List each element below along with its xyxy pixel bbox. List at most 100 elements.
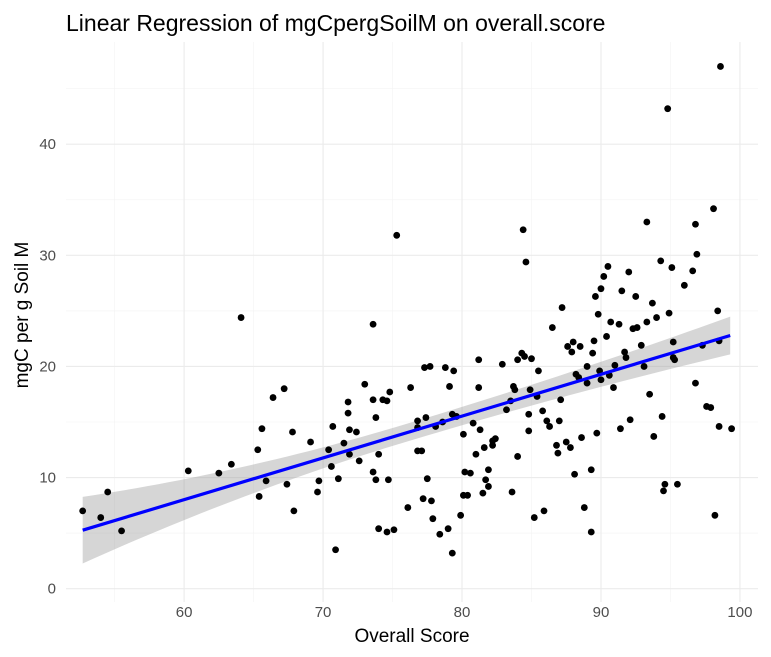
data-point	[422, 414, 430, 421]
data-point	[603, 333, 610, 340]
data-point	[567, 444, 574, 451]
data-point	[674, 480, 681, 488]
data-point	[514, 356, 522, 364]
data-point	[562, 438, 570, 446]
data-point	[482, 476, 490, 484]
data-point	[653, 314, 660, 321]
data-point	[583, 379, 591, 387]
data-point	[587, 528, 595, 536]
data-point	[594, 310, 602, 318]
x-axis-title: Overall Score	[354, 626, 469, 647]
data-point	[646, 390, 654, 398]
confidence-band-group	[82, 316, 731, 564]
data-point	[464, 491, 471, 499]
data-point	[530, 514, 538, 521]
data-point	[325, 446, 333, 454]
data-point	[554, 449, 562, 457]
data-point	[355, 457, 363, 465]
data-point	[289, 428, 296, 436]
data-point	[671, 356, 679, 364]
data-point	[593, 429, 601, 437]
data-point	[485, 483, 492, 490]
data-point	[511, 386, 519, 394]
x-tick-label: 70	[315, 604, 332, 621]
data-point	[692, 220, 699, 228]
data-point	[269, 394, 277, 401]
data-point	[578, 434, 585, 441]
data-point	[480, 444, 488, 451]
data-point	[618, 287, 626, 295]
data-point	[254, 446, 262, 454]
data-point	[448, 549, 456, 557]
data-point	[255, 493, 263, 500]
data-point	[457, 511, 465, 519]
data-point	[369, 320, 377, 328]
x-axis-tick-labels: 60 70 80 90 100	[176, 604, 753, 621]
data-point	[680, 281, 688, 289]
data-point	[648, 299, 656, 307]
data-point	[383, 397, 391, 405]
data-point	[522, 258, 530, 266]
data-point	[569, 338, 577, 346]
data-point	[558, 304, 566, 311]
data-point	[237, 314, 245, 321]
gridlines	[66, 42, 758, 602]
data-point	[372, 476, 380, 484]
data-point	[475, 356, 483, 364]
data-point	[450, 367, 458, 375]
data-point	[540, 507, 548, 515]
data-point	[555, 417, 563, 425]
data-point	[475, 384, 483, 391]
data-point	[118, 527, 125, 535]
data-point	[604, 263, 612, 270]
data-point	[460, 430, 467, 438]
data-point	[479, 489, 487, 497]
data-point	[104, 488, 112, 496]
y-axis-tick-labels: 0 10 20 30 40	[39, 136, 56, 597]
data-point	[519, 226, 527, 234]
data-point	[498, 360, 506, 368]
data-point	[290, 507, 298, 515]
data-point	[332, 546, 339, 554]
data-point	[626, 416, 634, 424]
data-point	[375, 450, 383, 458]
data-point	[369, 468, 377, 476]
data-point	[643, 218, 651, 226]
confidence-band	[82, 316, 731, 564]
data-point	[707, 404, 715, 411]
data-point	[571, 470, 578, 478]
data-point	[592, 293, 599, 300]
data-point	[79, 507, 87, 515]
data-point	[664, 105, 672, 113]
data-points	[79, 63, 735, 557]
data-point	[334, 475, 342, 483]
data-point	[650, 433, 658, 440]
data-point	[728, 425, 735, 433]
data-point	[340, 439, 348, 447]
data-point	[489, 441, 496, 449]
data-point	[344, 409, 352, 417]
data-point	[441, 364, 449, 371]
data-point	[466, 469, 474, 477]
data-point	[414, 417, 421, 425]
data-point	[329, 423, 337, 430]
data-point	[607, 318, 615, 326]
data-point	[526, 386, 534, 394]
data-point	[485, 466, 492, 474]
data-point	[346, 426, 353, 434]
data-point	[419, 495, 427, 503]
data-point	[369, 396, 377, 404]
data-point	[576, 343, 584, 350]
data-point	[521, 353, 528, 360]
data-point	[384, 476, 392, 484]
data-point	[508, 488, 516, 496]
data-point	[539, 407, 547, 415]
data-point	[633, 324, 641, 331]
data-point	[643, 318, 651, 326]
data-point	[514, 453, 522, 460]
data-point	[615, 320, 623, 328]
data-point	[444, 525, 452, 533]
data-point	[227, 460, 235, 468]
